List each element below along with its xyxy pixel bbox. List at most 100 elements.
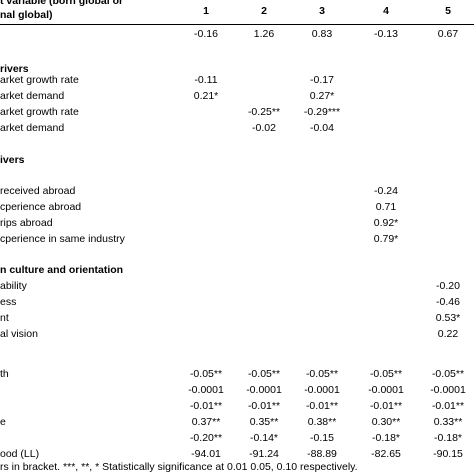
cell-model-3: -88.89 — [307, 448, 337, 460]
cell-model-3: -0.29*** — [303, 106, 341, 118]
cell-model-1: -0.05** — [189, 368, 223, 380]
cell-model-1: -0.16 — [194, 28, 218, 40]
table-row: arket demand 0.21* 0.27* — [0, 88, 474, 104]
cell-model-4: -0.05** — [369, 368, 403, 380]
table-row: -0.20** -0.14* -0.15 -0.18* -0.18* — [0, 430, 474, 446]
table-row: rivers — [0, 61, 474, 77]
row-label: received abroad — [0, 185, 76, 197]
cell-model-3: -0.17 — [310, 74, 334, 86]
cell-model-4: 0.79* — [373, 233, 399, 245]
table-row: cperience abroad 0.71 — [0, 199, 474, 215]
row-label: arket growth rate — [0, 106, 79, 118]
column-header-1: 1 — [203, 5, 209, 17]
cell-model-3: 0.83 — [311, 28, 333, 40]
header-title-line2: nal global) — [0, 9, 53, 21]
cell-model-5: 0.67 — [437, 28, 459, 40]
table-row: al vision 0.22 — [0, 326, 474, 342]
cell-model-2: -91.24 — [249, 448, 279, 460]
cell-model-4: -82.65 — [371, 448, 401, 460]
cell-model-2: -0.0001 — [246, 384, 282, 396]
cell-model-2: 1.26 — [253, 28, 275, 40]
cell-model-1: -94.01 — [191, 448, 221, 460]
header-title-line1: t variable (born global or — [0, 0, 124, 7]
cell-model-3: -0.05** — [305, 368, 339, 380]
table-row: ability -0.20 — [0, 278, 474, 294]
cell-model-3: -0.04 — [310, 122, 334, 134]
cell-model-4: -0.24 — [374, 185, 398, 197]
cell-model-2: -0.01** — [247, 400, 281, 412]
cell-model-2: -0.14* — [249, 432, 279, 444]
row-label: nt — [0, 312, 9, 324]
cell-model-4: -0.13 — [374, 28, 398, 40]
cell-model-5: -0.46 — [436, 296, 460, 308]
table-row: received abroad -0.24 — [0, 183, 474, 199]
cell-model-4: -0.18* — [371, 432, 401, 444]
cell-model-5: 0.33** — [433, 416, 463, 428]
cell-model-1: 0.21* — [193, 90, 219, 102]
section-heading: rivers — [0, 63, 29, 75]
cell-model-2: -0.25** — [247, 106, 281, 118]
table-row: arket growth rate -0.11 -0.17 — [0, 72, 474, 88]
table-row: ivers — [0, 152, 474, 168]
table-row: ood (LL) -94.01 -91.24 -88.89 -82.65 -90.15 — [0, 446, 474, 462]
cell-model-5: -0.0001 — [430, 384, 466, 396]
row-label: ability — [0, 280, 27, 292]
cell-model-2: 0.35** — [249, 416, 279, 428]
table-row: -0.01** -0.01** -0.01** -0.01** -0.01** — [0, 398, 474, 414]
table-row: -0.0001 -0.0001 -0.0001 -0.0001 -0.0001 — [0, 382, 474, 398]
row-label: arket demand — [0, 90, 65, 102]
cell-model-5: 0.53* — [435, 312, 461, 324]
row-label: arket growth rate — [0, 74, 79, 86]
table-footnote: rs in bracket. ***, **, * Statistically … — [0, 461, 358, 473]
row-label: rips abroad — [0, 217, 53, 229]
row-label: cperience abroad — [0, 201, 82, 213]
column-header-5: 5 — [445, 5, 451, 17]
cell-model-3: -0.0001 — [304, 384, 340, 396]
table-row: rips abroad 0.92* — [0, 215, 474, 231]
table-row: ess -0.46 — [0, 294, 474, 310]
table-row: cperience in same industry 0.79* — [0, 231, 474, 247]
cell-model-5: -0.01** — [431, 400, 465, 412]
cell-model-3: 0.38** — [307, 416, 337, 428]
cell-model-1: -0.20** — [189, 432, 223, 444]
cell-model-1: 0.37** — [191, 416, 221, 428]
row-label: cperience in same industry — [0, 233, 125, 245]
cell-model-5: 0.22 — [437, 328, 459, 340]
cell-model-3: -0.01** — [305, 400, 339, 412]
cell-model-2: -0.02 — [252, 122, 276, 134]
cell-model-1: -0.11 — [194, 74, 218, 86]
header-rule — [0, 24, 474, 25]
table-header: t variable (born global or nal global) 1… — [0, 0, 474, 34]
cell-model-3: -0.15 — [310, 432, 334, 444]
cell-model-5: -0.20 — [436, 280, 460, 292]
cell-model-5: -0.18* — [433, 432, 463, 444]
row-label: th — [0, 368, 9, 380]
cell-model-1: -0.0001 — [188, 384, 224, 396]
section-heading: ivers — [0, 154, 25, 166]
cell-model-1: -0.01** — [189, 400, 223, 412]
cell-model-2: -0.05** — [247, 368, 281, 380]
row-label: ood (LL) — [0, 448, 40, 460]
row-label: al vision — [0, 328, 38, 340]
table-row: arket demand -0.02 -0.04 — [0, 120, 474, 136]
cell-model-5: -0.05** — [431, 368, 465, 380]
cell-model-4: 0.71 — [375, 201, 397, 213]
cell-model-3: 0.27* — [309, 90, 335, 102]
cell-model-4: -0.01** — [369, 400, 403, 412]
section-heading: n culture and orientation — [0, 264, 124, 276]
table-row: e 0.37** 0.35** 0.38** 0.30** 0.33** — [0, 414, 474, 430]
column-header-4: 4 — [383, 5, 389, 17]
table-row: -0.16 1.26 0.83 -0.13 0.67 — [0, 26, 474, 42]
cell-model-4: 0.92* — [373, 217, 399, 229]
cell-model-5: -90.15 — [433, 448, 463, 460]
table-row: nt 0.53* — [0, 310, 474, 326]
table-row: th -0.05** -0.05** -0.05** -0.05** -0.05** — [0, 366, 474, 382]
row-label: ess — [0, 296, 17, 308]
cell-model-4: 0.30** — [371, 416, 401, 428]
table-row: arket growth rate -0.25** -0.29*** — [0, 104, 474, 120]
column-header-2: 2 — [261, 5, 267, 17]
row-label: arket demand — [0, 122, 65, 134]
cell-model-4: -0.0001 — [368, 384, 404, 396]
row-label: e — [0, 416, 6, 428]
